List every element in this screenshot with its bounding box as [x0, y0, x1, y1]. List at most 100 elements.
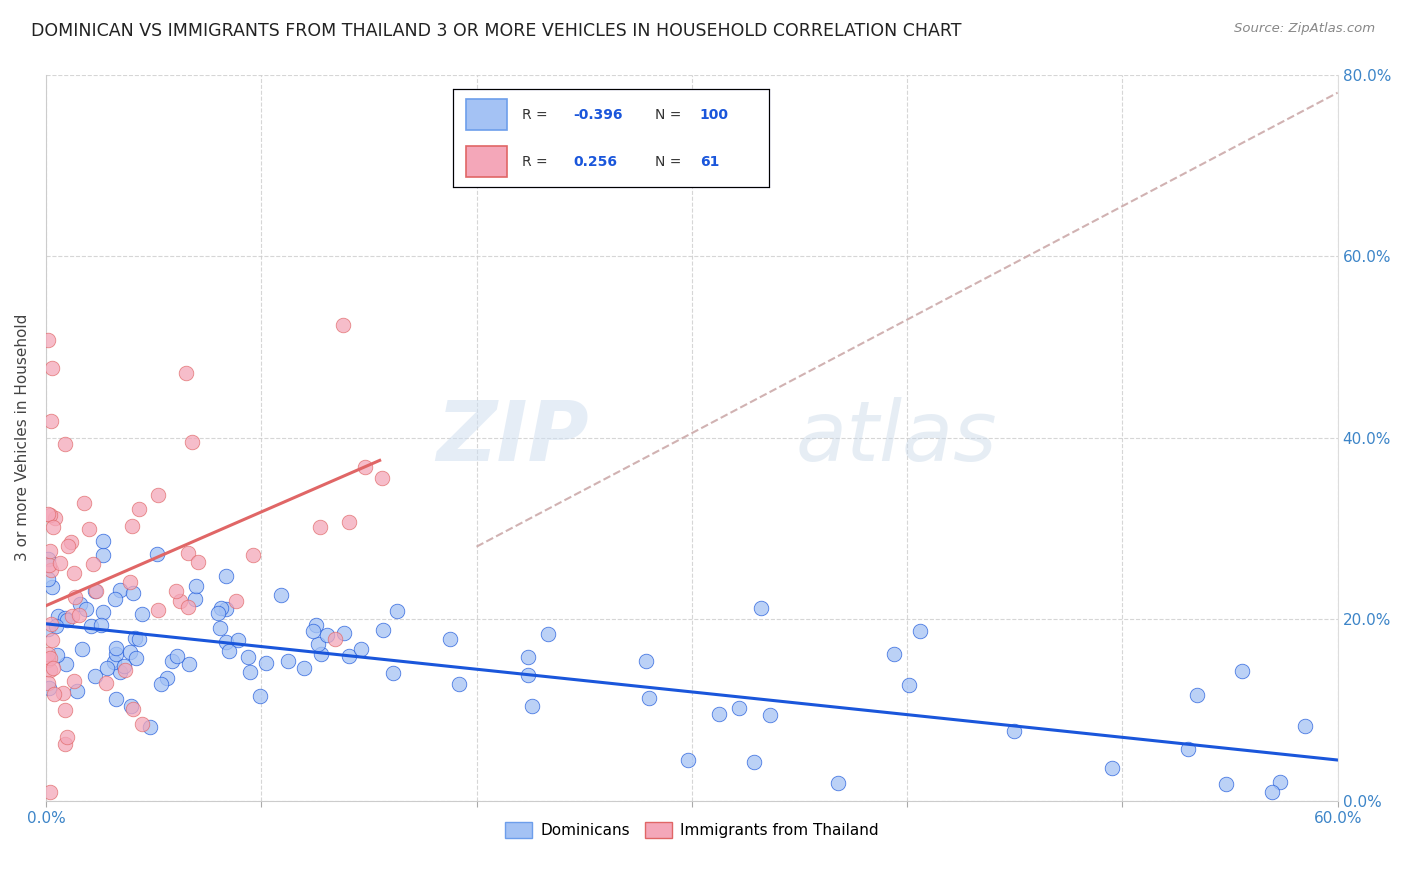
Point	[46, 609, 69, 624]
Point	[56, 731, 79, 745]
Point	[315, 628, 337, 642]
Point	[1268, 774, 1291, 789]
Point	[249, 690, 271, 704]
Point	[256, 656, 278, 670]
Point	[77, 522, 100, 536]
Point	[1294, 719, 1316, 733]
Point	[83, 584, 105, 599]
Point	[37, 652, 59, 666]
Point	[96, 661, 118, 675]
Point	[307, 636, 329, 650]
Point	[121, 519, 143, 533]
Text: Source: ZipAtlas.com: Source: ZipAtlas.com	[1234, 22, 1375, 36]
Point	[1002, 723, 1025, 738]
Point	[1215, 777, 1237, 791]
Point	[759, 708, 782, 723]
Point	[385, 604, 408, 618]
Point	[207, 606, 229, 620]
Point	[827, 775, 849, 789]
Point	[75, 602, 97, 616]
Point	[337, 515, 360, 529]
Point	[908, 624, 931, 639]
Point	[226, 632, 249, 647]
Point	[350, 642, 373, 657]
Point	[332, 318, 354, 333]
Point	[169, 594, 191, 608]
Point	[177, 657, 200, 672]
Point	[60, 534, 83, 549]
Point	[537, 627, 560, 641]
Point	[45, 619, 67, 633]
Text: atlas: atlas	[796, 397, 997, 478]
Point	[180, 435, 202, 450]
Point	[128, 632, 150, 647]
Point	[42, 520, 65, 534]
Point	[53, 738, 76, 752]
Point	[62, 566, 84, 581]
Point	[742, 756, 765, 770]
Point	[150, 676, 173, 690]
Legend: Dominicans, Immigrants from Thailand: Dominicans, Immigrants from Thailand	[499, 816, 884, 844]
Point	[42, 661, 65, 675]
Point	[309, 519, 332, 533]
Point	[238, 665, 260, 679]
Point	[38, 663, 60, 677]
Point	[131, 717, 153, 731]
Point	[56, 539, 79, 553]
Point	[121, 586, 143, 600]
Point	[139, 720, 162, 734]
Point	[114, 663, 136, 677]
Point	[52, 686, 75, 700]
Point	[72, 642, 94, 657]
Point	[69, 597, 91, 611]
Point	[214, 602, 236, 616]
Point	[44, 510, 66, 524]
Point	[176, 599, 198, 614]
Point	[105, 640, 128, 655]
Point	[80, 619, 103, 633]
Point	[56, 613, 79, 627]
Point	[94, 675, 117, 690]
Point	[53, 437, 76, 451]
Point	[38, 544, 60, 558]
Point	[337, 649, 360, 664]
Point	[37, 623, 59, 637]
Point	[118, 574, 141, 589]
Point	[39, 785, 62, 799]
Point	[53, 703, 76, 717]
Point	[91, 549, 114, 563]
Point	[311, 647, 333, 661]
Point	[1232, 665, 1254, 679]
Point	[42, 687, 65, 701]
Point	[270, 588, 292, 602]
Point	[382, 665, 405, 680]
Point	[53, 611, 76, 625]
Point	[37, 572, 59, 586]
Point	[37, 552, 59, 566]
Point	[370, 471, 392, 485]
Point	[148, 603, 170, 617]
Point	[38, 558, 60, 572]
Point	[166, 648, 188, 663]
Point	[63, 674, 86, 689]
Point	[183, 592, 205, 607]
Point	[83, 669, 105, 683]
Point	[108, 665, 131, 680]
Text: ZIP: ZIP	[436, 397, 589, 478]
Point	[174, 367, 197, 381]
Point	[208, 621, 231, 635]
Point	[1261, 785, 1284, 799]
Point	[145, 547, 167, 561]
Point	[39, 508, 62, 522]
Point	[516, 650, 538, 665]
Point	[124, 631, 146, 645]
Point	[125, 651, 148, 665]
Point	[160, 654, 183, 668]
Point	[41, 360, 63, 375]
Point	[49, 557, 72, 571]
Point	[90, 617, 112, 632]
Point	[236, 650, 259, 665]
Point	[67, 607, 90, 622]
Point	[41, 580, 63, 594]
Point	[333, 625, 356, 640]
